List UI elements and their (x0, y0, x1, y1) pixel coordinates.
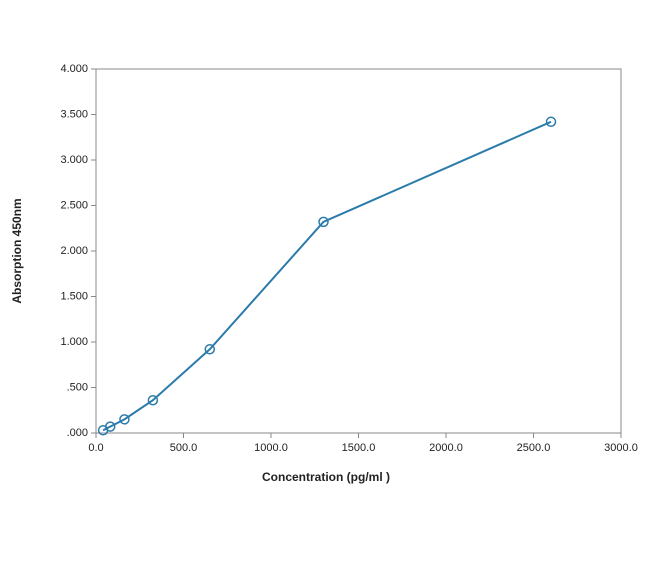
data-point (545, 116, 557, 128)
x-tick-label: 3000.0 (604, 442, 638, 454)
x-tick-label: 1000.0 (254, 442, 288, 454)
y-tick-label: 1.500 (60, 290, 88, 302)
x-axis-title: Concentration (pg/ml ) (262, 470, 390, 484)
y-tick-label: 4.000 (60, 63, 88, 75)
x-tick-label: 2500.0 (517, 442, 551, 454)
y-axis-title: Absorption 450nm (10, 198, 24, 303)
data-point (104, 421, 116, 432)
data-point (318, 216, 329, 228)
data-line (102, 120, 552, 432)
data-point (147, 394, 159, 406)
x-tick-label: 2000.0 (429, 442, 463, 454)
y-tick-label: 2.500 (60, 199, 88, 211)
y-tick-label: 3.000 (60, 154, 88, 166)
y-tick-label: 2.000 (60, 245, 88, 257)
data-point (119, 414, 130, 425)
x-tick-label: 1500.0 (342, 442, 376, 454)
data-point (204, 344, 215, 355)
plot-frame (95, 68, 622, 434)
y-tick-label: 1.000 (60, 336, 88, 348)
x-tick-label: 500.0 (170, 442, 198, 454)
y-tick-label: .000 (67, 427, 88, 439)
y-tick-label: .500 (67, 381, 88, 393)
y-tick-label: 3.500 (60, 108, 88, 120)
x-tick-label: 0.0 (88, 442, 103, 454)
